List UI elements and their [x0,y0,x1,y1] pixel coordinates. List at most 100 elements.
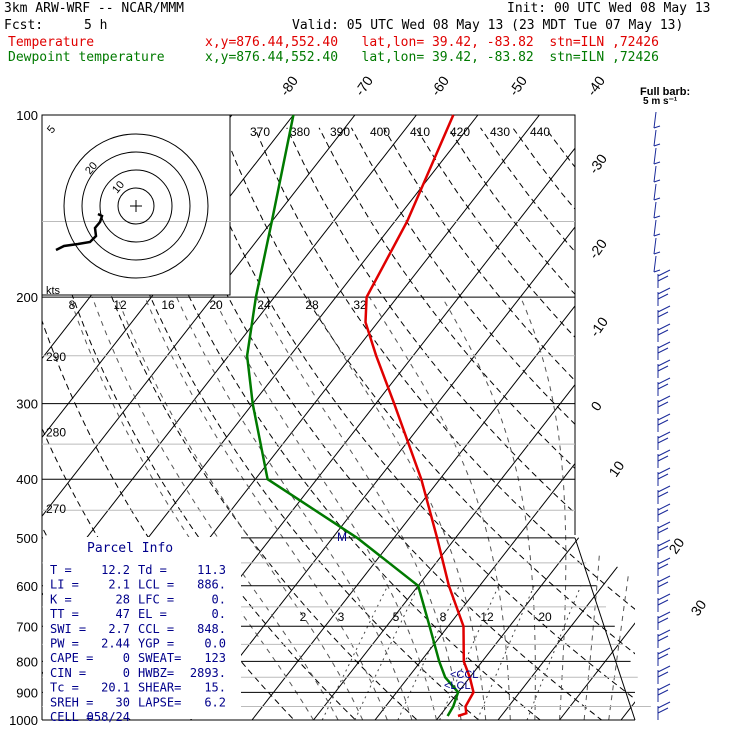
wind-barb-flag [653,215,661,219]
pressure-tick-label: 400 [16,472,38,487]
hodograph-trace [55,212,104,252]
wind-barb-flag [657,599,669,606]
pressure-tick-label: 500 [16,531,38,546]
hodograph-units: kts [46,285,61,297]
wind-barb-staff [653,147,657,165]
theta-label: 370 [250,125,270,139]
parcel-param-label: LAPSE= [138,695,181,709]
pressure-tick-label: 600 [16,579,38,594]
wind-barb-flag [657,437,669,444]
parcel-param-value: 058/24 [87,710,130,724]
wind-barb-staff [653,165,657,183]
hodograph-scale-label: 16 [161,298,175,312]
parcel-param-label: SHEAR= [138,681,181,695]
moist-adiabat [520,296,567,720]
parcel-param-label: HWBZ= [138,666,174,680]
dry-adiabat [254,127,635,720]
wind-barbs: Full barb:5 m s⁻¹ [640,86,690,720]
parcel-param-value: 886. [197,578,226,592]
moist-adiabat [608,297,635,720]
wind-barb-flag [657,401,669,408]
temperature-legend: Temperature [8,35,95,50]
parcel-param-value: 0 [123,651,130,665]
wind-barb-flag [657,635,669,642]
hodograph-scale-label: 24 [257,298,271,312]
wind-barb-flag [657,671,669,678]
wind-barb-flag [657,665,671,673]
temperature-trace [364,114,475,718]
wind-barb-staff [653,255,657,273]
wind-barb-flag [657,287,671,295]
moist-adiabat [307,296,487,720]
wind-barb-flag [657,701,671,709]
isotherm-line [42,115,417,720]
parcel-param-label: CAPE = [50,651,93,665]
wind-barb-flag [657,359,671,367]
wind-barb-flag [653,233,661,237]
wind-barb-flag [657,341,671,349]
hodograph-border [42,115,231,296]
dry-adiabat [221,127,635,720]
isotherm-line [559,115,635,720]
wind-barb-flag [657,413,671,421]
dry-adiabat [92,127,495,720]
wind-barb-flag [653,179,661,183]
parcel-param-value: 848. [197,622,226,636]
mixing-ratio-label: 2 [300,610,307,624]
wind-barb-flag [657,377,671,385]
parcel-param-label: LFC = [138,592,174,606]
parcel-param-value: 28 [116,592,130,606]
dry-adiabat [642,128,740,733]
parcel-param-label: LI = [50,578,79,592]
pressure-tick-label: 800 [16,654,38,669]
parcel-param-value: 2.7 [108,622,130,636]
dewpoint-trace [245,114,460,717]
parcel-param-label: YGP = [138,637,174,651]
wind-barb-flag [657,347,669,354]
parcel-param-label: SWEAT= [138,651,181,665]
moist-adiabat [176,296,413,720]
mixing-ratio-label: 5 [393,610,400,624]
panel-background [43,537,241,719]
dry-adiabat [124,127,557,720]
dry-adiabat [318,127,635,720]
isotherm-label: -50 [505,73,530,99]
sounding-traces: M <CCL<LCL [245,114,478,718]
parcel-param-label: CELL = [50,710,93,724]
dry-adiabat [189,127,635,720]
dry-adiabat [480,127,635,720]
isotherm-line [313,115,635,720]
theta-label: 420 [450,125,470,139]
parcel-param-value: 20.1 [101,681,130,695]
wind-barb-flag [657,485,671,493]
wind-barb-flag [653,197,661,201]
wind-barb-flag [653,269,661,273]
pressure-tick-label: 200 [16,290,38,305]
wind-barb-staff [653,129,657,147]
parcel-param-value: 6.2 [204,695,226,709]
wind-barb-flag [657,611,671,619]
wind-barb-flag [657,269,671,277]
parcel-param-label: SWI = [50,622,86,636]
hodograph-scale-label: 32 [353,298,367,312]
frame-diagonal [574,537,636,721]
wind-barb-flag [657,311,669,318]
parcel-param-value: 2893. [190,666,226,680]
parcel-param-label: LCL = [138,578,174,592]
dry-adiabat [60,127,432,720]
isotherm-label: 10 [605,458,627,480]
parcel-param-value: 2.1 [108,578,130,592]
isotherm-label: -80 [276,73,301,99]
wind-barb-flag [653,161,661,165]
wind-barb-flag [657,293,669,300]
panel-title: Parcel Info [87,541,173,556]
wind-barb-flag [657,329,669,336]
wind-barb-flag [657,521,671,529]
pressure-tick-label: 100 [16,108,38,123]
ccl-marker: <CCL [450,669,478,681]
dry-adiabat [609,127,635,720]
hodograph-scale-label: 8 [69,298,76,312]
parcel-param-value: 30 [116,695,130,709]
